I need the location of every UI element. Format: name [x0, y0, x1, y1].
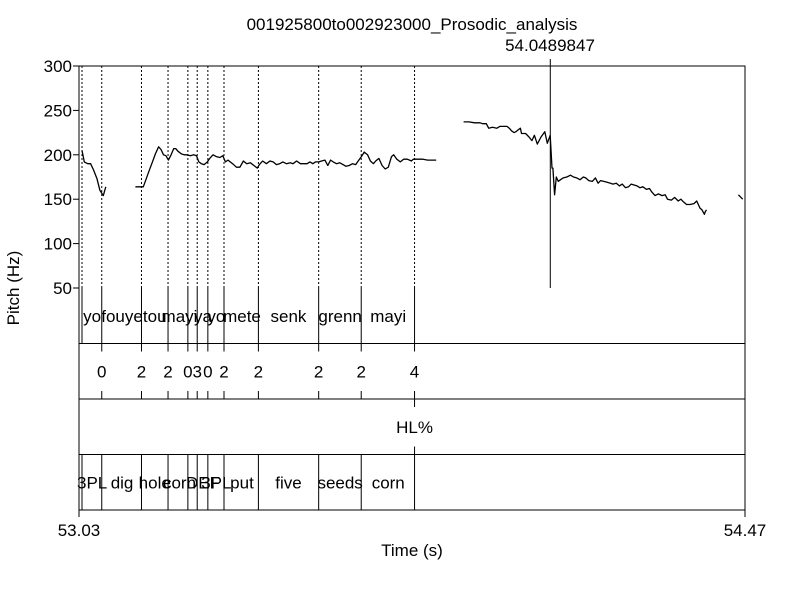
gloss-label-5: 3PL: [201, 473, 231, 492]
tones-point-label-8: 2: [314, 362, 323, 381]
words-label-2: tou: [143, 307, 167, 326]
words-label-1: fouye: [101, 307, 143, 326]
plot-frame: [78, 65, 746, 511]
gloss-label-6: put: [230, 473, 254, 492]
tones-point-label-6: 2: [219, 362, 228, 381]
tones-point-label-10: 4: [410, 362, 419, 381]
y-tick-label-300: 300: [44, 57, 72, 76]
pitch-contour-1: [135, 146, 437, 188]
pitch-panel: 50 100 150 200 250 300: [44, 57, 744, 298]
chart-title: 001925800to002923000_Prosodic_analysis: [247, 15, 578, 34]
words-label-5: yo: [207, 307, 225, 326]
gloss-label-9: corn: [372, 473, 405, 492]
figure-frame: [78, 65, 746, 517]
tones-point-label-3: 0: [183, 362, 192, 381]
tones-point-label-9: 2: [356, 362, 365, 381]
boundary-tones-point-label-0: HL%: [396, 418, 433, 437]
gloss-label-2: hole: [139, 473, 171, 492]
gloss-label-7: five: [275, 473, 301, 492]
words-label-6: mete: [223, 307, 261, 326]
pitch-contour-0: [81, 150, 107, 197]
words-label-8: grenn: [318, 307, 361, 326]
y-tick-label-50: 50: [53, 279, 72, 298]
gloss-label-8: seeds: [317, 473, 362, 492]
gloss-label-4: DEF: [186, 473, 220, 492]
gloss-label-0: 3PL: [77, 473, 107, 492]
x-tick-label-start: 53.03: [58, 521, 101, 540]
gloss-label-1: dig: [111, 473, 134, 492]
words-label-0: yo: [83, 307, 101, 326]
y-tick-label-150: 150: [44, 190, 72, 209]
gloss-label-3: corn: [163, 473, 196, 492]
y-axis-title: Pitch (Hz): [4, 251, 23, 326]
tones-point-label-4: 3: [192, 362, 201, 381]
tones-point-label-7: 2: [254, 362, 263, 381]
tones-point-label-1: 2: [137, 362, 146, 381]
words-label-3: mayi: [162, 307, 198, 326]
x-axis-title: Time (s): [381, 541, 443, 560]
tones-point-label-2: 2: [163, 362, 172, 381]
x-tick-label-end: 54.47: [724, 521, 767, 540]
pitch-contour-3: [737, 194, 744, 200]
words-label-4: ya: [194, 307, 213, 326]
words-label-9: mayi: [370, 307, 406, 326]
tones-point-label-0: 0: [97, 362, 106, 381]
tones-point-label-5: 0: [203, 362, 212, 381]
cursor-time-readout: 54.0489847: [505, 36, 595, 55]
words-label-7: senk: [271, 307, 307, 326]
y-tick-label-200: 200: [44, 146, 72, 165]
pitch-contour-2: [463, 121, 708, 215]
y-tick-label-250: 250: [44, 101, 72, 120]
y-tick-label-100: 100: [44, 235, 72, 254]
